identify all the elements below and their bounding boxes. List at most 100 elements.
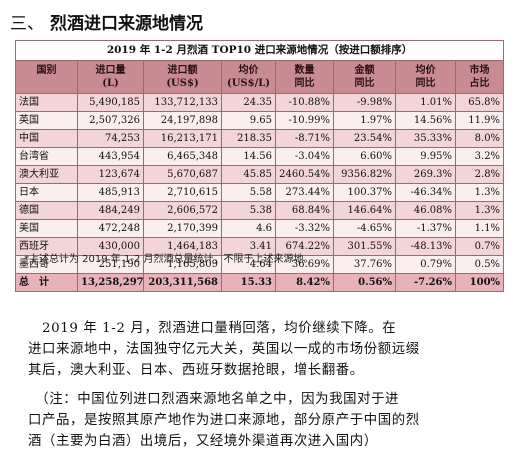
analysis-paragraph: 2019 年 1-2 月，烈酒进口量稍回落，均价继续下降。在 进口来源地中，法国独…	[28, 318, 506, 381]
value-cell: 5,670,687	[143, 165, 222, 184]
value-cell: 4.64	[221, 255, 276, 274]
column-header-line1: 国别	[36, 65, 57, 76]
column-header-line2: 同比	[415, 78, 436, 89]
value-cell: 0.5%	[454, 255, 505, 274]
value-cell: 123,674	[77, 165, 144, 184]
note-paragraph: （注：中国位列进口烈酒来源地名单之中，因为我国对于进口产品，是按照其原产地作为进…	[28, 389, 506, 452]
table-row: 台湾省 443,954 6,465,348 14.56 -3.04% 6.60% 9.95%…	[15, 147, 505, 166]
table-row: 日本 485,913 2,710,615 5.58 273.44% 100.37% -46.…	[15, 183, 505, 202]
value-cell: 65.8%	[454, 93, 505, 112]
column-header-line2: 同比	[294, 78, 315, 89]
value-cell: 2,170,399	[143, 219, 222, 238]
value-cell: -4.65%	[333, 219, 396, 238]
value-cell: 1.01%	[395, 93, 456, 112]
value-cell: 2460.54%	[275, 165, 334, 184]
paragraph-line: 酒（主要为白酒）出境后，又经境外渠道再次进入国内）	[28, 434, 378, 449]
total-label: 总 计	[15, 273, 78, 292]
value-cell: 146.64%	[333, 201, 396, 220]
total-value: 8.42%	[275, 273, 334, 292]
value-cell: -8.71%	[275, 129, 334, 148]
country-cell: 西班牙	[15, 237, 78, 256]
column-header-line1: 均价	[415, 65, 436, 76]
column-header: 进口量 (L)	[77, 60, 144, 94]
value-cell: 23.54%	[333, 129, 396, 148]
value-cell: 218.35	[221, 129, 276, 148]
section-heading: 三、 烈酒进口来源地情况	[10, 4, 203, 38]
value-cell: 100.37%	[333, 183, 396, 202]
value-cell: 3.41	[221, 237, 276, 256]
table-row: 法国 5,490,185 133,712,133 24.35 -10.88% -9.98%…	[15, 93, 505, 112]
column-header: 均价 (US$/L)	[221, 60, 276, 94]
table-row: 美国 472,248 2,170,399 4.6 -3.32% -4.65% -1.37% 1…	[15, 219, 505, 238]
paragraph-line: 进口来源地中，法国独守亿元大关，英国以一成的市场份额远缀	[28, 342, 420, 357]
paragraph-line: （注：中国位列进口烈酒来源地名单之中，因为我国对于进	[28, 392, 400, 407]
total-value: 13,258,297	[77, 273, 144, 292]
table-row: 中国 74,253 16,213,171 218.35 -8.71% 23.54% 35.3…	[15, 129, 505, 148]
column-header-line2: (L)	[102, 78, 119, 89]
value-cell: -3.32%	[275, 219, 334, 238]
column-header-line2: 占比	[469, 78, 490, 89]
value-cell: 11.9%	[454, 111, 505, 130]
table-header-row: 国别 进口量 (L) 进口额 (US$) 均价 (US$/L) 数量 同比 金额 同比 均价 同比 市场占…	[15, 60, 505, 94]
value-cell: 5.58	[221, 183, 276, 202]
value-cell: 1.97%	[333, 111, 396, 130]
column-header: 进口额 (US$)	[143, 60, 222, 94]
paragraph-line: 其后，澳大利亚、日本、西班牙数据抢眼，增长翻番。	[28, 363, 364, 378]
paragraph-line: 口产品，是按照其原产地作为进口来源地，部分原产于中国的烈	[28, 413, 420, 428]
value-cell: -46.34%	[395, 183, 456, 202]
table-caption: 2019 年 1-2 月烈酒 TOP10 进口来源地情况（按进口额排序）	[14, 40, 505, 61]
value-cell: 0.7%	[454, 237, 505, 256]
value-cell: 5,490,185	[77, 93, 144, 112]
value-cell: 2,710,615	[143, 183, 222, 202]
value-cell: 74,253	[77, 129, 144, 148]
value-cell: 133,712,133	[143, 93, 222, 112]
column-header-line2: 同比	[354, 78, 375, 89]
column-header-line1: 市场	[469, 65, 490, 76]
total-value: 100%	[454, 273, 505, 292]
value-cell: -9.98%	[333, 93, 396, 112]
total-value: 203,311,568	[143, 273, 222, 292]
value-cell: -10.99%	[275, 111, 334, 130]
country-cell: 法国	[15, 93, 78, 112]
value-cell: 9356.82%	[333, 165, 396, 184]
country-cell: 德国	[15, 201, 78, 220]
value-cell: 1,165,809	[143, 255, 222, 274]
value-cell: 2,606,572	[143, 201, 222, 220]
total-value: 15.33	[221, 273, 276, 292]
value-cell: 2.8%	[454, 165, 505, 184]
country-cell: 台湾省	[15, 147, 78, 166]
value-cell: 8.0%	[454, 129, 505, 148]
table-row: 澳大利亚 123,674 5,670,687 45.85 2460.54% 9356.82…	[15, 165, 505, 184]
value-cell: 16,213,171	[143, 129, 222, 148]
value-cell: 24.35	[221, 93, 276, 112]
value-cell: 68.84%	[275, 201, 334, 220]
total-value: 0.56%	[333, 273, 396, 292]
table-row: 英国 2,507,326 24,197,898 9.65 -10.99% 1.97% 14.…	[15, 111, 505, 130]
value-cell: 1,464,183	[143, 237, 222, 256]
table-row: 墨西哥 251,190 1,165,809 4.64 36.69% 37.76% 0.79%…	[15, 255, 505, 274]
country-cell: 英国	[15, 111, 78, 130]
value-cell: 3.2%	[454, 147, 505, 166]
column-header-line1: 金额	[354, 65, 375, 76]
value-cell: 430,000	[77, 237, 144, 256]
section-number: 三、	[10, 13, 44, 34]
value-cell: 443,954	[77, 147, 144, 166]
table-footnote: *上述总计为 2019 年 1-2 月烈酒总量统计，不限于上述来源地。	[24, 254, 314, 265]
value-cell: 1.3%	[454, 183, 505, 202]
column-header: 数量 同比	[275, 60, 334, 94]
country-cell: 澳大利亚	[15, 165, 78, 184]
value-cell: 301.55%	[333, 237, 396, 256]
value-cell: -10.88%	[275, 93, 334, 112]
column-header: 均价 同比	[395, 60, 456, 94]
value-cell: 6,465,348	[143, 147, 222, 166]
import-source-table: 2019 年 1-2 月烈酒 TOP10 进口来源地情况（按进口额排序） 国别 进…	[14, 40, 505, 292]
column-header-line1: 数量	[294, 65, 315, 76]
column-header-line1: 进口量	[95, 65, 126, 76]
column-header-line1: 进口额	[167, 65, 198, 76]
value-cell: 24,197,898	[143, 111, 222, 130]
column-header: 金额 同比	[333, 60, 396, 94]
section-title: 烈酒进口来源地情况	[50, 13, 203, 34]
value-cell: 472,248	[77, 219, 144, 238]
value-cell: 273.44%	[275, 183, 334, 202]
value-cell: 1.1%	[454, 219, 505, 238]
